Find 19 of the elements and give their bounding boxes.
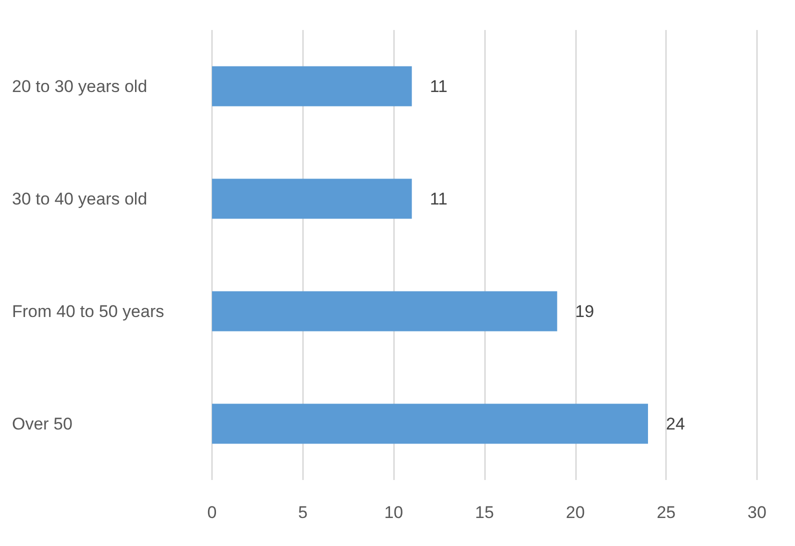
x-tick-label: 15: [475, 503, 494, 522]
bar: [212, 178, 412, 219]
x-tick-label: 20: [566, 503, 585, 522]
y-tick-label: From 40 to 50 years: [12, 302, 164, 321]
x-tick-label: 0: [207, 503, 217, 522]
data-label: 19: [575, 302, 594, 321]
y-tick-label: 30 to 40 years old: [12, 189, 148, 208]
y-tick-label: Over 50: [12, 414, 72, 434]
data-label: 24: [666, 414, 685, 434]
data-label: 11: [430, 76, 448, 96]
bar: [212, 291, 558, 332]
y-tick-label: 20 to 30 years old: [12, 76, 148, 96]
x-tick-label: 5: [298, 503, 308, 522]
x-tick-label: 10: [384, 503, 404, 522]
x-tick-label: 25: [656, 503, 676, 522]
data-label: 11: [430, 189, 448, 208]
bar: [212, 404, 648, 444]
x-tick-label: 30: [748, 503, 766, 522]
bar: [212, 66, 412, 106]
